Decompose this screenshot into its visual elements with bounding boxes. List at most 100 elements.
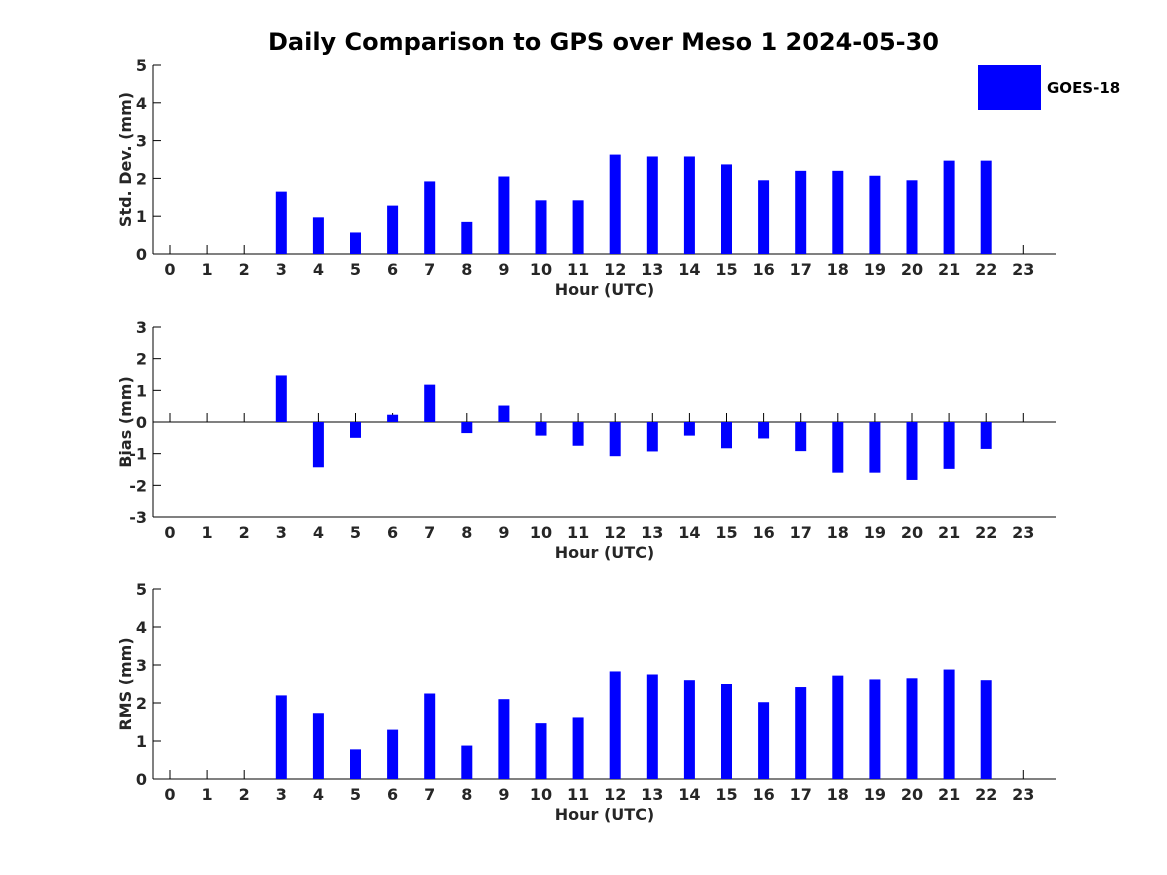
x-tick-label: 3	[276, 785, 287, 804]
x-tick-label: 0	[164, 785, 175, 804]
y-tick-label: 2	[136, 169, 147, 188]
y-tick-label: 0	[136, 413, 147, 432]
x-tick-label: 21	[938, 260, 960, 279]
x-tick-label: 15	[715, 260, 737, 279]
bar	[312, 217, 324, 254]
bar	[387, 414, 399, 422]
bar	[424, 181, 436, 254]
bar	[943, 422, 955, 469]
x-tick-label: 3	[276, 260, 287, 279]
x-tick-label: 9	[498, 785, 509, 804]
x-tick-label: 16	[752, 260, 774, 279]
bar	[721, 422, 732, 449]
bar	[869, 679, 881, 779]
bar	[535, 723, 547, 779]
bar	[498, 176, 510, 254]
x-tick-label: 15	[715, 785, 737, 804]
x-tick-label: 1	[202, 785, 213, 804]
y-tick-label: 3	[136, 656, 147, 675]
x-tick-label: 0	[164, 260, 175, 279]
bar	[609, 422, 621, 457]
x-tick-label: 10	[530, 785, 552, 804]
y-tick-label: 3	[136, 132, 147, 151]
x-tick-label: 23	[1012, 785, 1034, 804]
bar	[424, 384, 436, 422]
bar	[424, 693, 436, 779]
x-tick-label: 16	[752, 523, 774, 542]
x-tick-label: 20	[901, 260, 923, 279]
x-tick-label: 2	[239, 523, 250, 542]
x-tick-label: 11	[567, 260, 589, 279]
bar	[572, 717, 584, 779]
x-axis-label: Hour (UTC)	[555, 280, 655, 299]
x-tick-label: 21	[938, 785, 960, 804]
bar	[683, 422, 695, 436]
x-tick-label: 19	[864, 523, 886, 542]
bar	[721, 684, 732, 779]
x-tick-label: 20	[901, 785, 923, 804]
x-tick-label: 8	[461, 523, 472, 542]
x-tick-label: 8	[461, 260, 472, 279]
x-tick-label: 19	[864, 260, 886, 279]
bar	[498, 699, 510, 779]
x-tick-label: 17	[790, 523, 812, 542]
x-tick-label: 7	[424, 785, 435, 804]
x-tick-label: 4	[313, 785, 324, 804]
bar	[350, 422, 361, 438]
bar	[683, 156, 695, 254]
x-tick-label: 6	[387, 785, 398, 804]
y-tick-label: -1	[129, 445, 147, 464]
x-tick-label: 12	[604, 785, 626, 804]
bar	[943, 160, 955, 254]
bar	[275, 191, 287, 254]
x-tick-label: 16	[752, 785, 774, 804]
bar	[980, 422, 992, 449]
y-tick-label: 2	[136, 350, 147, 369]
x-tick-label: 12	[604, 523, 626, 542]
bar	[832, 422, 844, 473]
bar	[795, 170, 807, 254]
legend: GOES-18	[978, 65, 1120, 110]
bar	[461, 745, 473, 779]
bar	[312, 422, 324, 468]
x-tick-label: 22	[975, 785, 997, 804]
x-tick-label: 18	[827, 785, 849, 804]
bar	[461, 422, 473, 434]
bar	[906, 678, 918, 779]
y-tick-label: 0	[136, 245, 147, 264]
y-tick-label: -3	[129, 508, 147, 527]
bar	[721, 164, 732, 254]
bar	[906, 180, 918, 254]
bar	[646, 674, 658, 779]
x-tick-label: 5	[350, 523, 361, 542]
x-tick-label: 9	[498, 523, 509, 542]
bar	[646, 422, 658, 452]
bar	[312, 713, 324, 779]
y-axis-label: Std. Dev. (mm)	[116, 92, 135, 227]
x-tick-label: 1	[202, 523, 213, 542]
x-tick-label: 0	[164, 523, 175, 542]
y-axis-label: RMS (mm)	[116, 637, 135, 730]
legend-swatch	[978, 65, 1041, 110]
bar	[461, 221, 473, 254]
x-tick-label: 14	[678, 260, 700, 279]
y-tick-label: 1	[136, 207, 147, 226]
x-tick-label: 12	[604, 260, 626, 279]
x-tick-label: 6	[387, 523, 398, 542]
y-tick-label: 3	[136, 318, 147, 337]
x-tick-label: 8	[461, 785, 472, 804]
bar	[275, 375, 287, 422]
y-tick-label: 5	[136, 580, 147, 599]
x-tick-label: 13	[641, 523, 663, 542]
x-tick-label: 4	[313, 260, 324, 279]
x-tick-label: 19	[864, 785, 886, 804]
bar	[683, 680, 695, 779]
x-tick-label: 14	[678, 785, 700, 804]
bar	[572, 200, 584, 254]
x-tick-label: 23	[1012, 523, 1034, 542]
x-tick-label: 2	[239, 260, 250, 279]
x-tick-label: 4	[313, 523, 324, 542]
bar	[980, 680, 992, 779]
